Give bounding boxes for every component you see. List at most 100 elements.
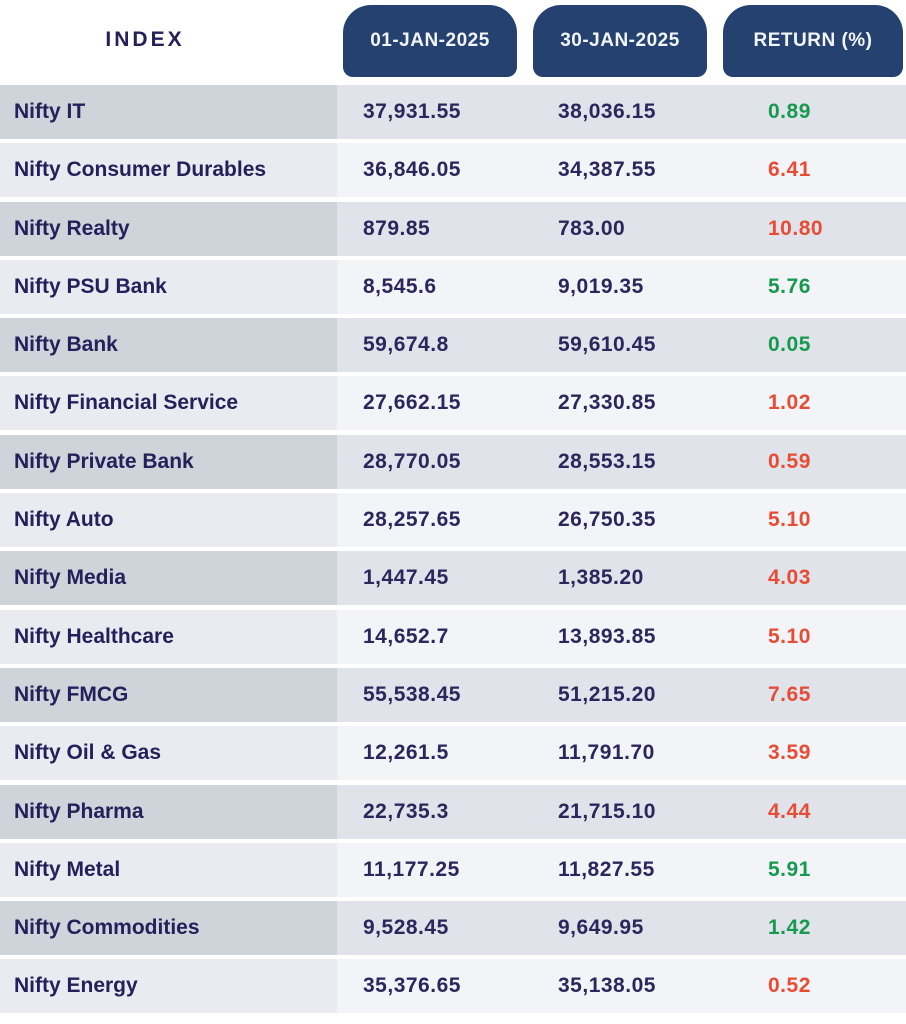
value-01-jan-2025: 879.85 [363, 216, 431, 240]
row-values: 11,177.25 11,827.55 5.91 [337, 842, 906, 897]
value-01-jan-2025: 9,528.45 [363, 916, 449, 940]
table-row: Nifty IT 37,931.55 38,036.15 0.89 [0, 85, 906, 139]
table-row: Nifty Financial Service 27,662.15 27,330… [0, 376, 906, 431]
row-values: 37,931.55 38,036.15 0.89 [337, 85, 906, 139]
value-return-pct: 10.80 [768, 216, 824, 240]
value-return-pct: 0.52 [768, 974, 811, 998]
value-30-jan-2025: 13,893.85 [558, 624, 656, 648]
value-01-jan-2025: 1,447.45 [363, 566, 449, 590]
value-30-jan-2025: 35,138.05 [558, 974, 656, 998]
table-header: INDEX 01-JAN-2025 30-JAN-2025 RETURN (%) [0, 0, 906, 85]
value-return-pct: 7.65 [768, 682, 811, 706]
index-name: Nifty Commodities [0, 901, 337, 956]
index-name: Nifty Realty [0, 201, 337, 256]
value-return-pct: 3.59 [768, 741, 811, 765]
index-name: Nifty Auto [0, 493, 337, 548]
row-values: 27,662.15 27,330.85 1.02 [337, 376, 906, 431]
value-01-jan-2025: 27,662.15 [363, 391, 461, 415]
table-row: Nifty Energy 35,376.65 35,138.05 0.52 [0, 959, 906, 1014]
column-header-30-jan-2025: 30-JAN-2025 [533, 5, 707, 77]
index-name: Nifty Oil & Gas [0, 726, 337, 781]
value-return-pct: 5.10 [768, 624, 811, 648]
table-row: Nifty Healthcare 14,652.7 13,893.85 5.10 [0, 609, 906, 664]
table-row: Nifty Commodities 9,528.45 9,649.95 1.42 [0, 901, 906, 956]
value-return-pct: 5.10 [768, 508, 811, 532]
value-30-jan-2025: 11,827.55 [558, 857, 655, 881]
value-return-pct: 1.42 [768, 916, 811, 940]
table-row: Nifty Pharma 22,735.3 21,715.10 4.44 [0, 784, 906, 839]
value-30-jan-2025: 783.00 [558, 216, 626, 240]
value-01-jan-2025: 37,931.55 [363, 100, 461, 123]
table-row: Nifty Auto 28,257.65 26,750.35 5.10 [0, 493, 906, 548]
value-30-jan-2025: 51,215.20 [558, 682, 656, 706]
row-values: 35,376.65 35,138.05 0.52 [337, 959, 906, 1014]
table-row: Nifty Media 1,447.45 1,385.20 4.03 [0, 551, 906, 606]
index-name: Nifty Metal [0, 842, 337, 897]
value-30-jan-2025: 26,750.35 [558, 508, 656, 532]
value-01-jan-2025: 28,770.05 [363, 449, 461, 473]
value-30-jan-2025: 28,553.15 [558, 449, 656, 473]
row-values: 28,770.05 28,553.15 0.59 [337, 434, 906, 489]
value-return-pct: 1.02 [768, 391, 811, 415]
value-return-pct: 0.89 [768, 100, 811, 123]
index-name: Nifty FMCG [0, 667, 337, 722]
value-01-jan-2025: 14,652.7 [363, 624, 449, 648]
table-row: Nifty Oil & Gas 12,261.5 11,791.70 3.59 [0, 726, 906, 781]
row-values: 879.85 783.00 10.80 [337, 201, 906, 256]
value-30-jan-2025: 21,715.10 [558, 799, 656, 823]
row-values: 55,538.45 51,215.20 7.65 [337, 667, 906, 722]
column-header-01-jan-2025: 01-JAN-2025 [343, 5, 517, 77]
index-name: Nifty Bank [0, 318, 337, 373]
index-name: Nifty Energy [0, 959, 337, 1014]
value-30-jan-2025: 34,387.55 [558, 158, 656, 182]
row-values: 8,545.6 9,019.35 5.76 [337, 259, 906, 314]
value-30-jan-2025: 9,019.35 [558, 274, 644, 298]
value-01-jan-2025: 36,846.05 [363, 158, 461, 182]
row-values: 12,261.5 11,791.70 3.59 [337, 726, 906, 781]
index-name: Nifty Healthcare [0, 609, 337, 664]
table-row: Nifty Metal 11,177.25 11,827.55 5.91 [0, 842, 906, 897]
index-name: Nifty Private Bank [0, 434, 337, 489]
index-name: Nifty Financial Service [0, 376, 337, 431]
value-return-pct: 5.91 [768, 857, 811, 881]
value-01-jan-2025: 8,545.6 [363, 274, 437, 298]
value-30-jan-2025: 11,791.70 [558, 741, 655, 765]
value-return-pct: 6.41 [768, 158, 811, 182]
table-row: Nifty Private Bank 28,770.05 28,553.15 0… [0, 434, 906, 489]
value-01-jan-2025: 12,261.5 [363, 741, 449, 765]
row-values: 28,257.65 26,750.35 5.10 [337, 493, 906, 548]
index-column-header: INDEX [105, 28, 185, 51]
index-name: Nifty Consumer Durables [0, 143, 337, 198]
column-header-return-pct: RETURN (%) [723, 5, 903, 77]
value-return-pct: 5.76 [768, 274, 811, 298]
row-values: 36,846.05 34,387.55 6.41 [337, 143, 906, 198]
row-values: 1,447.45 1,385.20 4.03 [337, 551, 906, 606]
value-30-jan-2025: 38,036.15 [558, 100, 656, 123]
value-return-pct: 4.03 [768, 566, 811, 590]
value-01-jan-2025: 22,735.3 [363, 799, 449, 823]
table-row: Nifty FMCG 55,538.45 51,215.20 7.65 [0, 667, 906, 722]
value-return-pct: 4.44 [768, 799, 811, 823]
value-01-jan-2025: 55,538.45 [363, 682, 461, 706]
value-30-jan-2025: 59,610.45 [558, 333, 656, 357]
value-30-jan-2025: 27,330.85 [558, 391, 656, 415]
index-name: Nifty PSU Bank [0, 259, 337, 314]
value-return-pct: 0.59 [768, 449, 811, 473]
index-name: Nifty Pharma [0, 784, 337, 839]
value-30-jan-2025: 1,385.20 [558, 566, 644, 590]
row-values: 59,674.8 59,610.45 0.05 [337, 318, 906, 373]
value-01-jan-2025: 11,177.25 [363, 857, 460, 881]
value-return-pct: 0.05 [768, 333, 811, 357]
row-values: 14,652.7 13,893.85 5.10 [337, 609, 906, 664]
row-values: 22,735.3 21,715.10 4.44 [337, 784, 906, 839]
table-body: Nifty IT 37,931.55 38,036.15 0.89 Nifty … [0, 85, 906, 1018]
table-row: Nifty Bank 59,674.8 59,610.45 0.05 [0, 318, 906, 373]
value-01-jan-2025: 35,376.65 [363, 974, 461, 998]
table-row: Nifty PSU Bank 8,545.6 9,019.35 5.76 [0, 259, 906, 314]
value-30-jan-2025: 9,649.95 [558, 916, 644, 940]
index-name: Nifty IT [0, 85, 337, 139]
value-01-jan-2025: 28,257.65 [363, 508, 461, 532]
row-values: 9,528.45 9,649.95 1.42 [337, 901, 906, 956]
table-row: Nifty Consumer Durables 36,846.05 34,387… [0, 143, 906, 198]
